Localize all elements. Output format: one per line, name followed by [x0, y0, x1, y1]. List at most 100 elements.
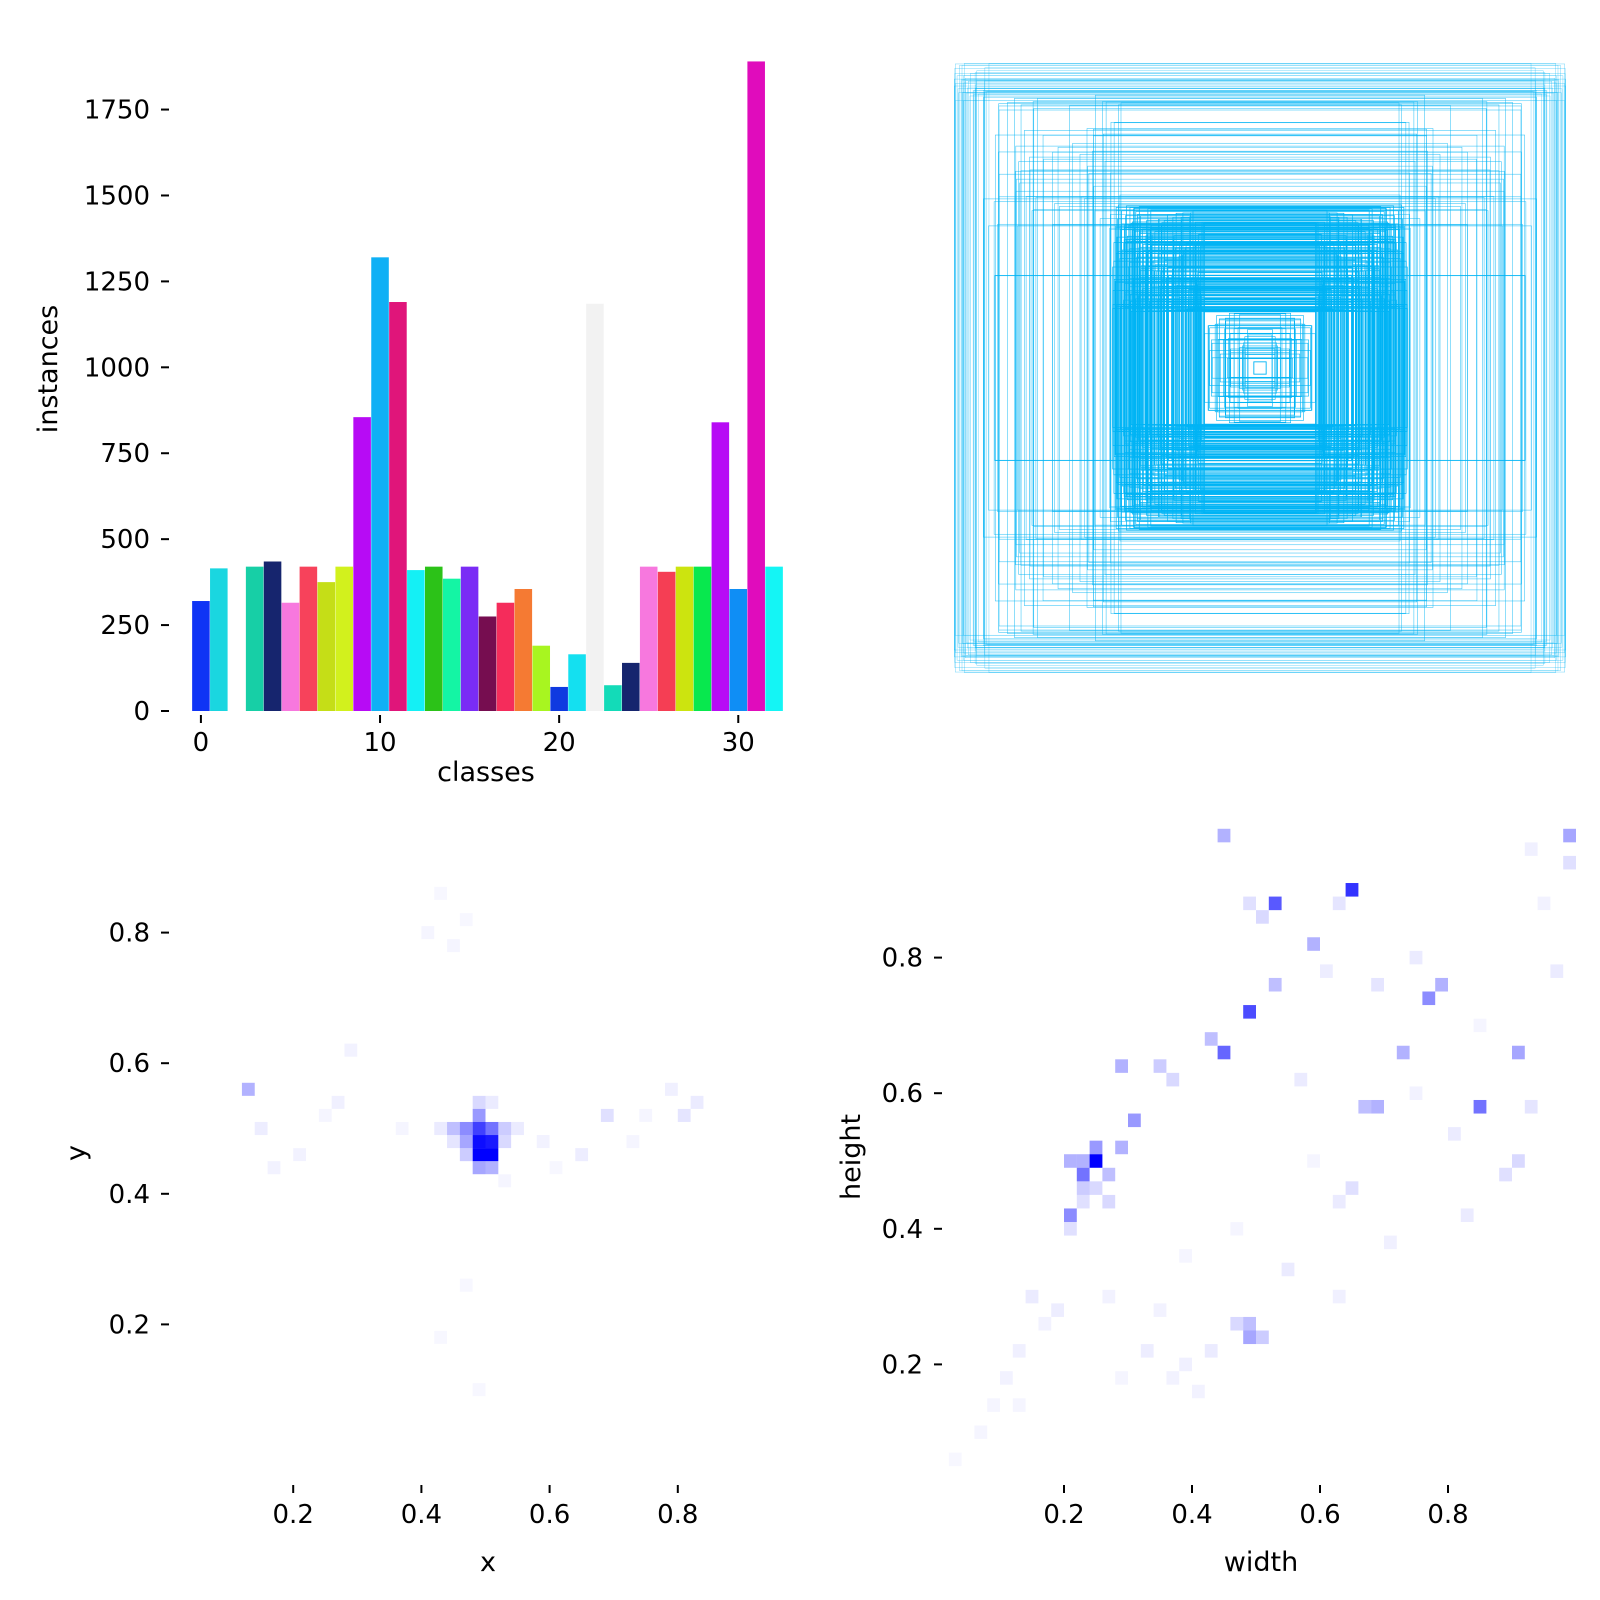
- y-tick-label: 0.6: [109, 1049, 150, 1079]
- bounding-box: [1166, 244, 1354, 492]
- bar-class-6: [299, 566, 318, 711]
- heatmap-cell: [1473, 1099, 1487, 1114]
- bounding-box: [986, 91, 1534, 645]
- bounding-box: [974, 72, 1546, 664]
- heatmap-cell: [395, 1121, 409, 1136]
- bar-class-14: [442, 578, 461, 711]
- bounding-box: [1116, 236, 1404, 500]
- x-tick-label: 0: [193, 728, 210, 758]
- bar-class-19: [532, 645, 551, 711]
- bounding-box: [998, 173, 1522, 563]
- y-tick-label: 0.8: [109, 919, 150, 949]
- bounding-box: [974, 88, 1546, 648]
- bounding-box: [1211, 357, 1309, 379]
- heatmap-cell: [293, 1148, 307, 1162]
- heatmap-cell: [447, 939, 460, 953]
- bounding-box: [993, 201, 1527, 535]
- bounding-box: [957, 88, 1563, 648]
- bounding-box: [962, 92, 1558, 644]
- x-axis-ticks: 0.2 0.4 0.6 0.8: [273, 1485, 698, 1530]
- bounding-box: [1201, 293, 1319, 443]
- heatmap-cell: [1140, 1344, 1154, 1358]
- heatmap-cell: [485, 1121, 499, 1136]
- bounding-box: [1182, 254, 1338, 482]
- bounding-box: [1069, 105, 1451, 631]
- heatmap-cell: [575, 1148, 589, 1162]
- bounding-box: [1237, 327, 1283, 409]
- bounding-box: [1228, 358, 1292, 378]
- heatmap-cell: [1422, 991, 1436, 1006]
- heatmap-cell: [1115, 1371, 1128, 1385]
- heatmap-cell: [1307, 1154, 1320, 1168]
- bounding-box: [1163, 309, 1357, 427]
- y-tick-label: 500: [100, 525, 150, 555]
- bounding-box: [1247, 334, 1273, 402]
- bounding-box: [1189, 216, 1331, 520]
- heatmap-cell: [690, 1095, 704, 1109]
- bounding-box: [1211, 339, 1309, 397]
- bounding-box: [1146, 230, 1374, 506]
- heatmap-cell: [949, 1453, 962, 1467]
- bar-class-22: [586, 303, 604, 711]
- bounding-box: [1148, 301, 1372, 435]
- bounding-box: [1214, 323, 1306, 413]
- y-tick-label: 1250: [84, 267, 150, 297]
- width-height-heatmap: 0.2 0.4 0.6 0.8 0.2 0.4 0.6 0.8 width height: [836, 828, 1576, 1578]
- bounding-box: [961, 79, 1559, 657]
- heatmap-cell: [421, 926, 435, 940]
- bounding-box: [1132, 229, 1388, 507]
- bar-class-12: [407, 570, 425, 711]
- heatmap-cell: [1064, 1154, 1077, 1168]
- heatmap-cell: [1153, 1059, 1167, 1073]
- heatmap-cell: [485, 1148, 499, 1162]
- bar-class-23: [604, 685, 622, 711]
- bounding-box: [983, 198, 1537, 538]
- bounding-box: [1166, 302, 1354, 434]
- bounding-box: [1229, 332, 1291, 404]
- heatmap-cell: [485, 1095, 499, 1109]
- heatmap-cell: [600, 1108, 614, 1122]
- bounding-box: [966, 92, 1554, 644]
- heatmap-cell: [1371, 977, 1384, 992]
- heatmap-cell: [1204, 1344, 1218, 1358]
- bounding-box: [1200, 287, 1320, 449]
- bounding-box: [1095, 94, 1425, 642]
- heatmap-cell: [344, 1043, 358, 1057]
- bounding-box: [1137, 295, 1383, 441]
- bounding-box: [988, 63, 1532, 673]
- bounding-box: [1161, 222, 1359, 514]
- heatmap-cell: [460, 1279, 473, 1292]
- bounding-box: [1094, 210, 1426, 526]
- bounding-box: [1029, 156, 1491, 580]
- bounding-box: [1168, 274, 1352, 462]
- heatmap-cell: [1332, 896, 1346, 911]
- y-tick-label: 750: [100, 439, 150, 469]
- x-axis-ticks: 0 10 20 30: [193, 715, 755, 758]
- bounding-box: [955, 100, 1565, 636]
- bounding-box: [969, 95, 1551, 641]
- bounding-box: [1059, 206, 1461, 530]
- bounding-box: [1196, 279, 1324, 457]
- bounding-box-overlay: [954, 63, 1566, 673]
- heatmap-cell: [1076, 1194, 1090, 1209]
- bounding-box: [1020, 104, 1500, 632]
- bar-class-7: [317, 582, 336, 711]
- heatmap-cell: [472, 1121, 486, 1136]
- bounding-box: [973, 94, 1547, 642]
- heatmap-cell: [1256, 1330, 1269, 1345]
- bounding-box: [1194, 279, 1326, 457]
- bounding-box: [1216, 315, 1304, 421]
- heatmap-cell: [472, 1095, 486, 1109]
- heatmap-cell: [1102, 1194, 1116, 1209]
- bounding-box: [1142, 288, 1378, 448]
- bounding-box: [1080, 196, 1440, 540]
- heatmap-cell: [1524, 842, 1538, 856]
- bounding-box: [1179, 296, 1341, 440]
- bar-class-31: [747, 61, 765, 712]
- heatmap-cell: [1089, 1140, 1103, 1155]
- y-axis-ticks: 0.2 0.4 0.6 0.8: [882, 944, 942, 1380]
- bounding-box: [1131, 311, 1389, 425]
- bar-class-3: [245, 566, 264, 711]
- heatmap-cell: [447, 1135, 460, 1149]
- heatmap-cell: [1396, 1045, 1410, 1060]
